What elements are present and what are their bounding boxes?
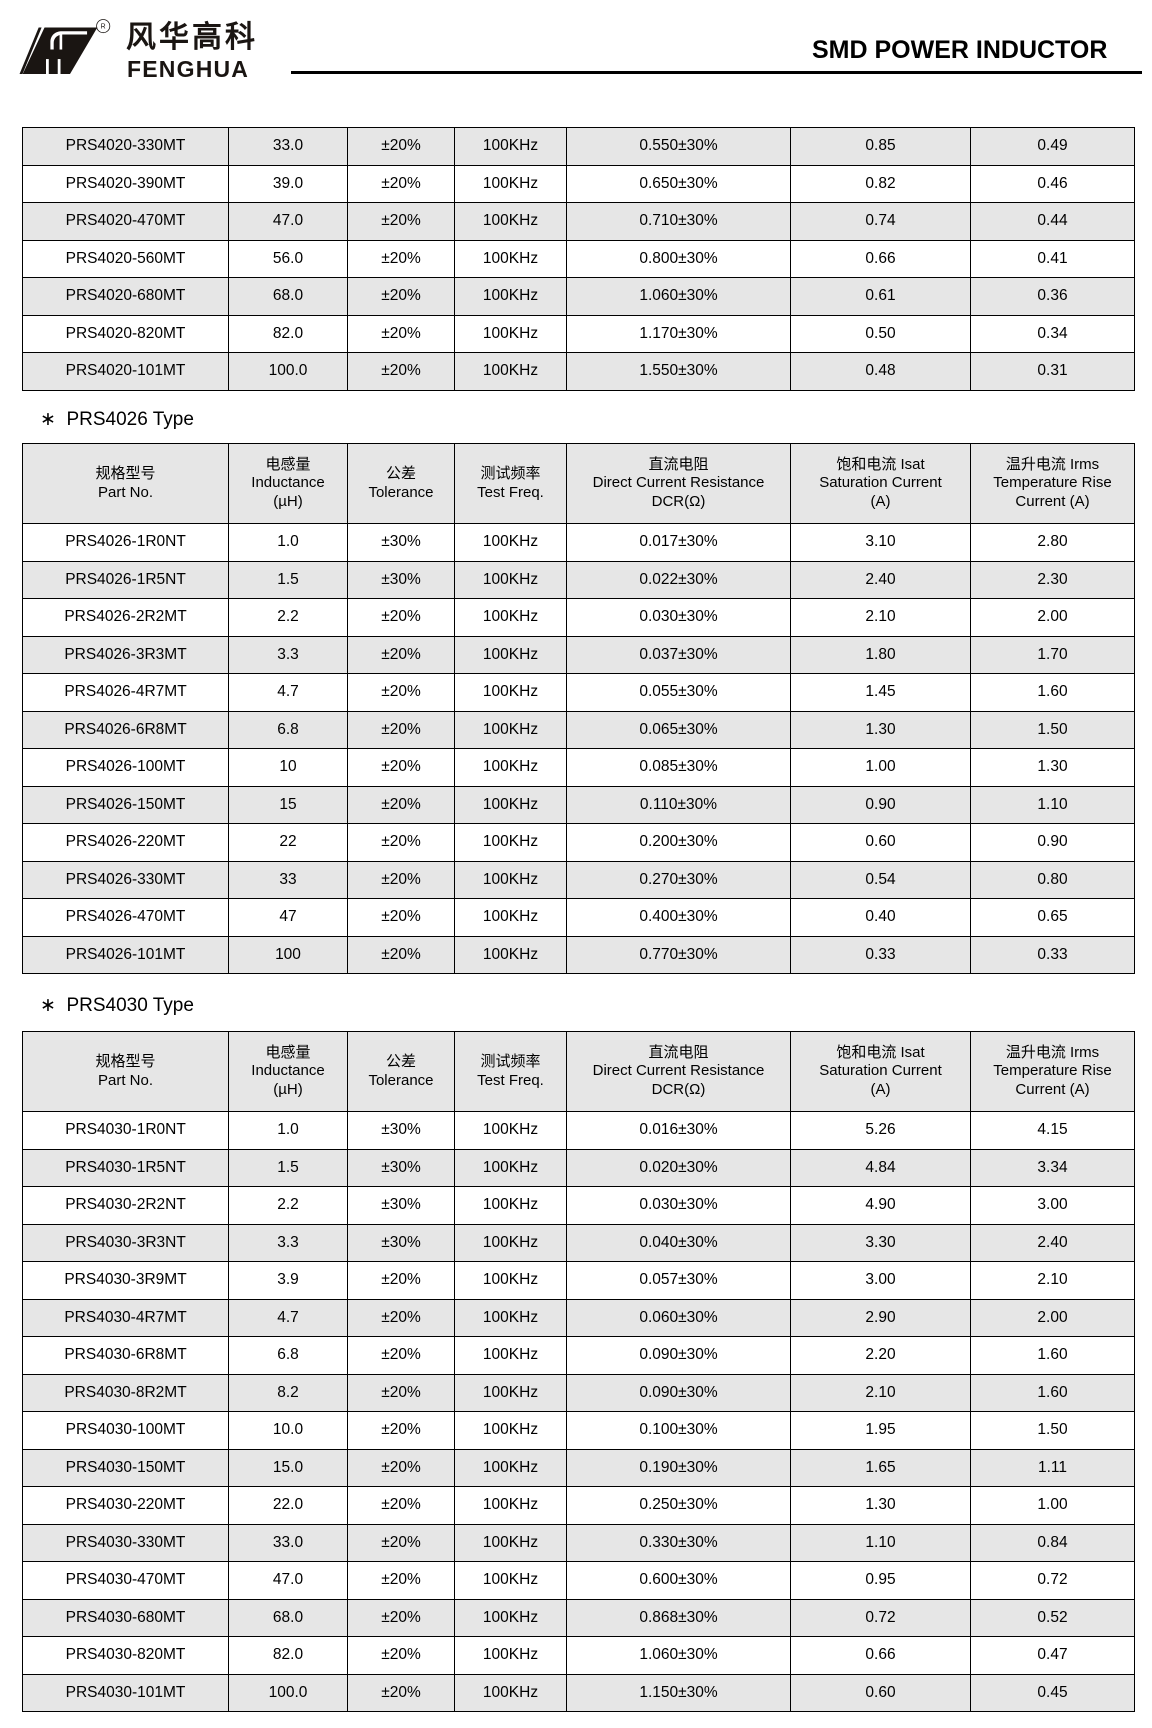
svg-text:R: R — [101, 23, 106, 30]
